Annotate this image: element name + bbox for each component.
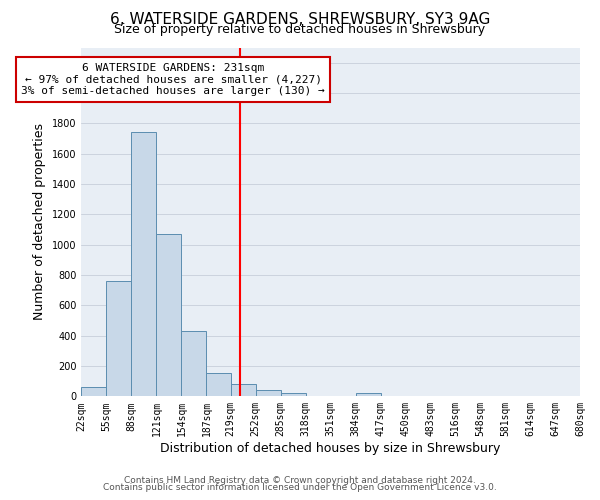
Bar	[106, 281, 131, 396]
Y-axis label: Number of detached properties: Number of detached properties	[33, 124, 46, 320]
Text: Contains HM Land Registry data © Crown copyright and database right 2024.: Contains HM Land Registry data © Crown c…	[124, 476, 476, 485]
Text: Size of property relative to detached houses in Shrewsbury: Size of property relative to detached ho…	[115, 22, 485, 36]
Text: Contains public sector information licensed under the Open Government Licence v3: Contains public sector information licen…	[103, 484, 497, 492]
Bar	[256, 390, 281, 396]
Bar	[230, 384, 256, 396]
Text: 6, WATERSIDE GARDENS, SHREWSBURY, SY3 9AG: 6, WATERSIDE GARDENS, SHREWSBURY, SY3 9A…	[110, 12, 490, 28]
Bar	[281, 392, 305, 396]
Bar	[157, 234, 181, 396]
Bar	[131, 132, 157, 396]
Bar	[82, 387, 106, 396]
X-axis label: Distribution of detached houses by size in Shrewsbury: Distribution of detached houses by size …	[160, 442, 501, 455]
Text: 6 WATERSIDE GARDENS: 231sqm
← 97% of detached houses are smaller (4,227)
3% of s: 6 WATERSIDE GARDENS: 231sqm ← 97% of det…	[21, 62, 325, 96]
Bar	[206, 373, 230, 396]
Bar	[181, 331, 206, 396]
Bar	[356, 394, 380, 396]
